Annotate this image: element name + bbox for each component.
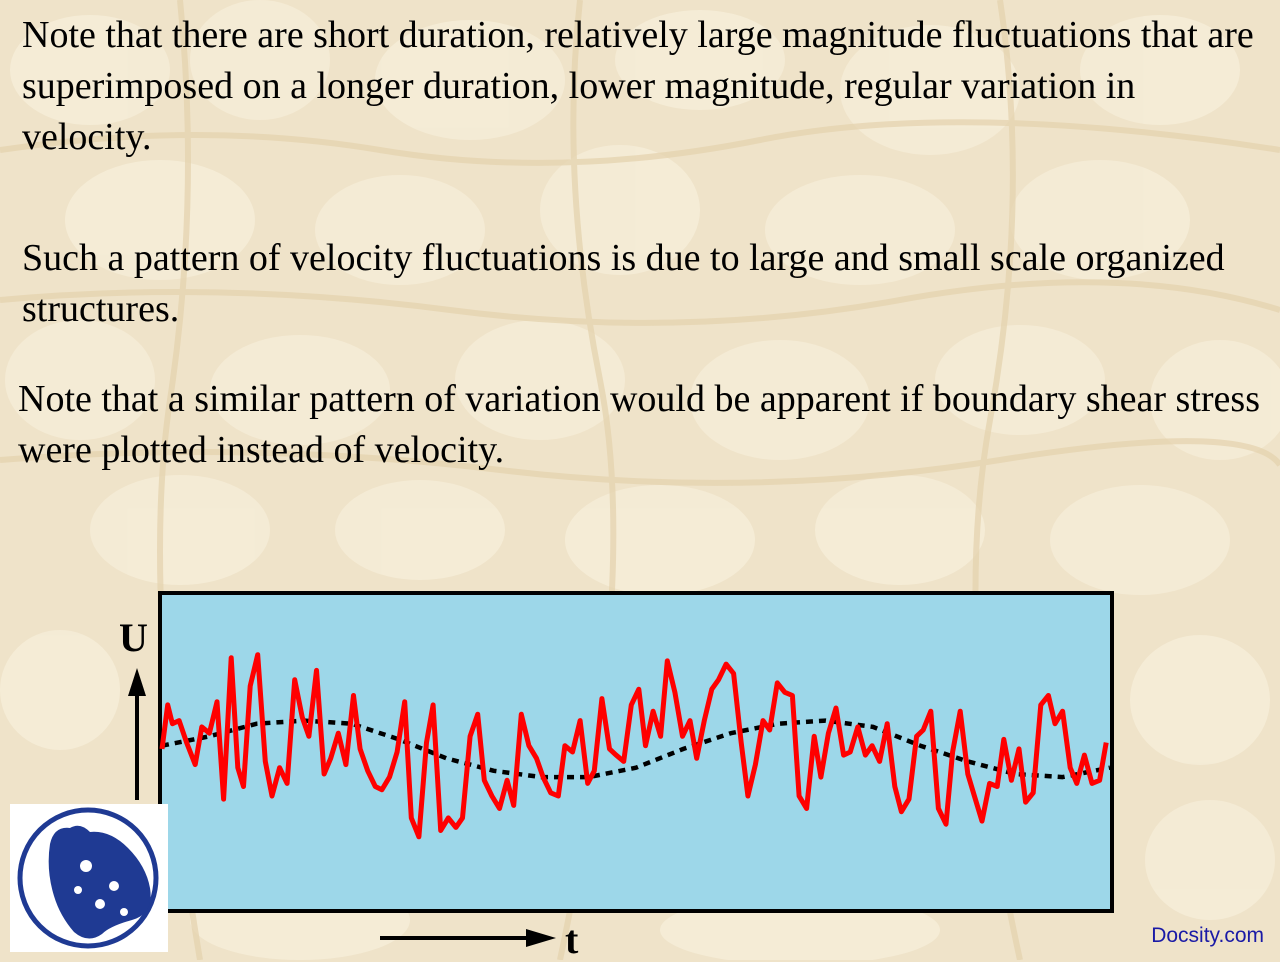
paragraph-fluctuations-note: Note that there are short duration, rela… [22,14,1254,158]
y-axis-arrow [128,668,146,800]
velocity-fluctuation-line [159,652,1109,840]
x-axis-arrow [380,929,556,947]
x-axis-label: t [565,917,579,962]
chart-series [159,652,1111,840]
docsity-watermark: Docsity.com [1151,924,1264,947]
plot-area [158,591,1114,913]
docsity-logo-icon [10,804,168,952]
paragraph-organized-structures: Such a pattern of velocity fluctuations … [22,237,1225,330]
y-axis-label: U [119,615,148,660]
paragraph-shear-stress-note: Note that a similar pattern of variation… [18,378,1260,471]
